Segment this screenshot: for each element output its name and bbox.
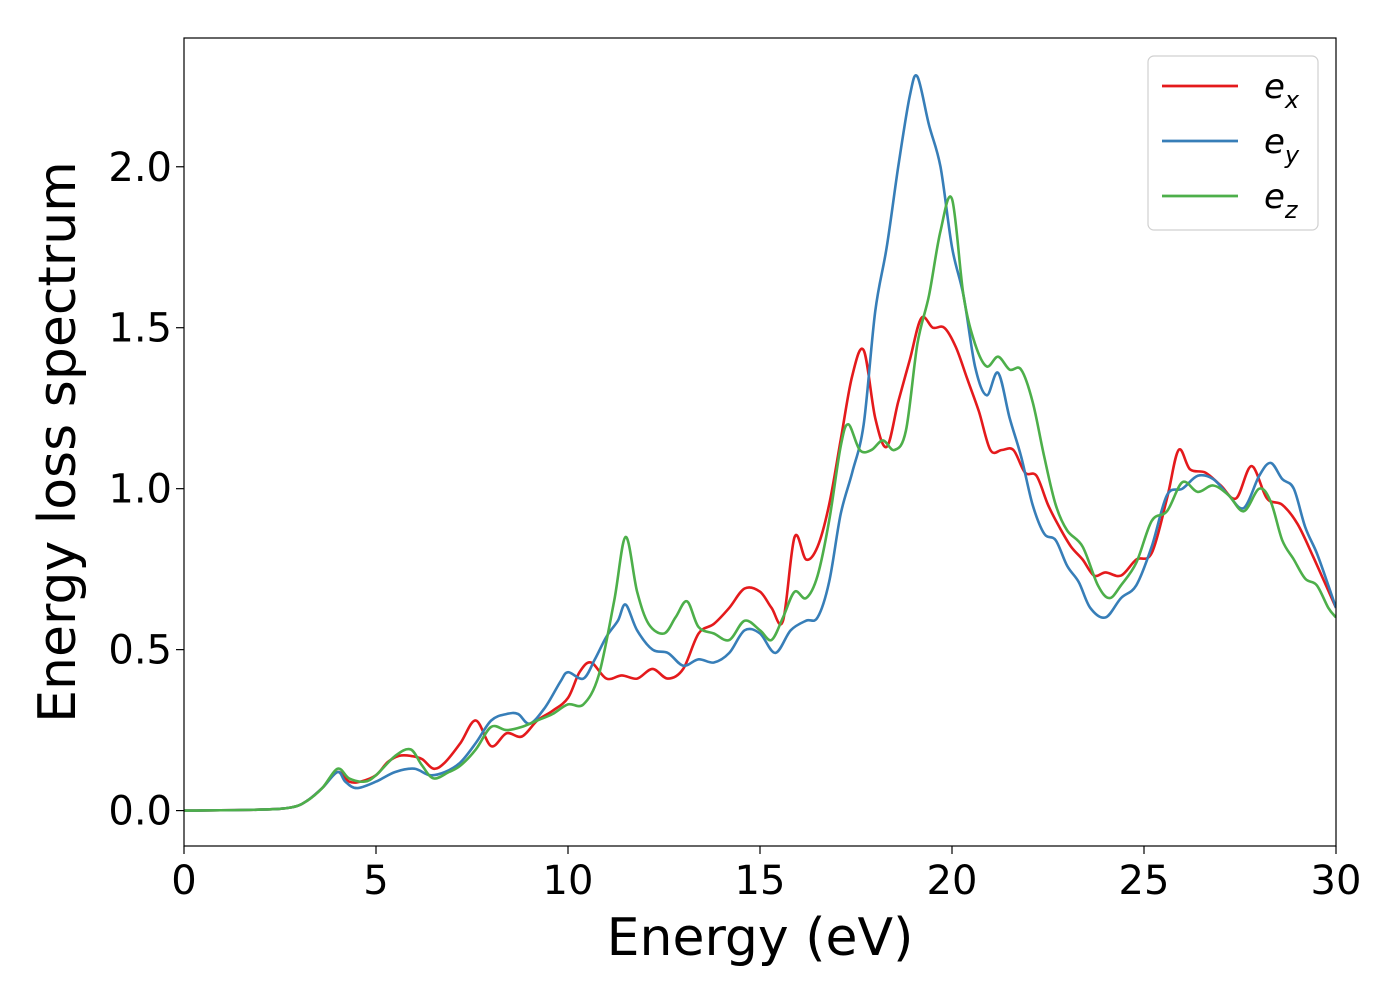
legend-label-y: ey: [1264, 122, 1300, 169]
x-tick-label: 15: [735, 858, 786, 904]
series-line-x: [184, 315, 1336, 812]
plot-background: [184, 38, 1336, 846]
legend-label-base: e: [1264, 122, 1285, 162]
y-tick-label: 1.0: [108, 467, 172, 513]
legend-label-subscript: y: [1284, 141, 1300, 169]
x-tick-label: 5: [363, 858, 388, 904]
x-tick-label: 20: [927, 858, 978, 904]
y-tick-label: 0.5: [108, 628, 172, 674]
legend-label-z: ez: [1264, 177, 1299, 224]
y-axis-title: Energy loss spectrum: [28, 161, 88, 723]
legend-box: [1147, 55, 1319, 231]
legend-label-subscript: z: [1284, 196, 1299, 224]
legend-label-base: e: [1264, 177, 1285, 217]
series-lines: [184, 74, 1336, 812]
legend-label-subscript: x: [1284, 86, 1300, 114]
x-axis-title: Energy (eV): [607, 908, 914, 968]
legend-label-base: e: [1264, 67, 1285, 107]
legend-label-x: ex: [1264, 67, 1300, 114]
x-tick-label: 0: [171, 858, 196, 904]
series-line-z: [184, 195, 1336, 812]
x-axis: 0 5 10 15 20 25 30: [171, 846, 1361, 904]
x-tick-label: 30: [1311, 858, 1362, 904]
y-tick-label: 2.0: [108, 145, 172, 191]
y-tick-label: 1.5: [108, 306, 172, 352]
y-axis: 0.0 0.5 1.0 1.5 2.0: [108, 145, 184, 835]
series-line-y: [184, 74, 1336, 812]
x-tick-label: 10: [543, 858, 594, 904]
x-tick-label: 25: [1119, 858, 1170, 904]
y-tick-label: 0.0: [108, 789, 172, 835]
